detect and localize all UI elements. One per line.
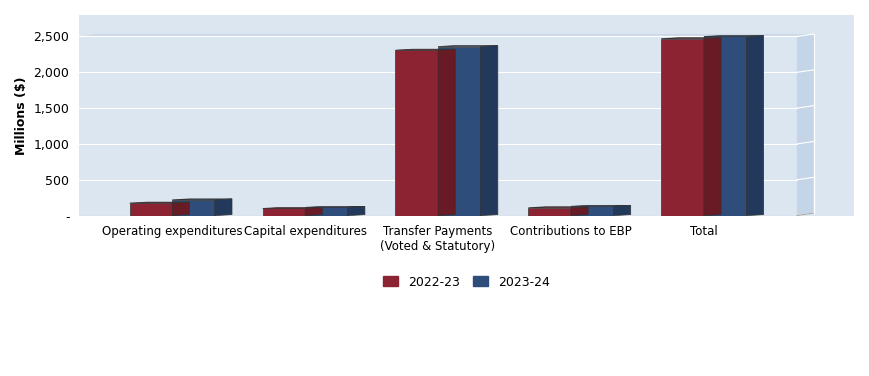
Polygon shape bbox=[528, 208, 571, 215]
Polygon shape bbox=[305, 208, 322, 215]
Y-axis label: Millions ($): Millions ($) bbox=[15, 76, 28, 155]
Polygon shape bbox=[797, 34, 814, 215]
Polygon shape bbox=[571, 206, 614, 215]
Polygon shape bbox=[661, 38, 721, 39]
Polygon shape bbox=[348, 206, 365, 215]
Polygon shape bbox=[661, 39, 704, 215]
Polygon shape bbox=[305, 206, 365, 207]
Polygon shape bbox=[79, 34, 814, 36]
Polygon shape bbox=[704, 38, 721, 215]
Polygon shape bbox=[305, 207, 348, 215]
Polygon shape bbox=[215, 199, 232, 215]
Polygon shape bbox=[172, 202, 189, 215]
Polygon shape bbox=[704, 36, 746, 215]
Polygon shape bbox=[129, 203, 172, 215]
Polygon shape bbox=[438, 49, 455, 215]
Polygon shape bbox=[129, 202, 189, 203]
Polygon shape bbox=[395, 49, 455, 50]
Polygon shape bbox=[172, 200, 215, 215]
Polygon shape bbox=[172, 199, 232, 200]
Polygon shape bbox=[481, 45, 498, 215]
Polygon shape bbox=[395, 50, 438, 215]
Polygon shape bbox=[438, 45, 498, 47]
Polygon shape bbox=[614, 205, 631, 215]
Polygon shape bbox=[262, 208, 305, 215]
Polygon shape bbox=[438, 47, 481, 215]
Polygon shape bbox=[746, 36, 764, 215]
Polygon shape bbox=[571, 207, 588, 215]
Polygon shape bbox=[571, 205, 631, 206]
Polygon shape bbox=[528, 207, 588, 208]
Legend: 2022-23, 2023-24: 2022-23, 2023-24 bbox=[379, 271, 554, 294]
